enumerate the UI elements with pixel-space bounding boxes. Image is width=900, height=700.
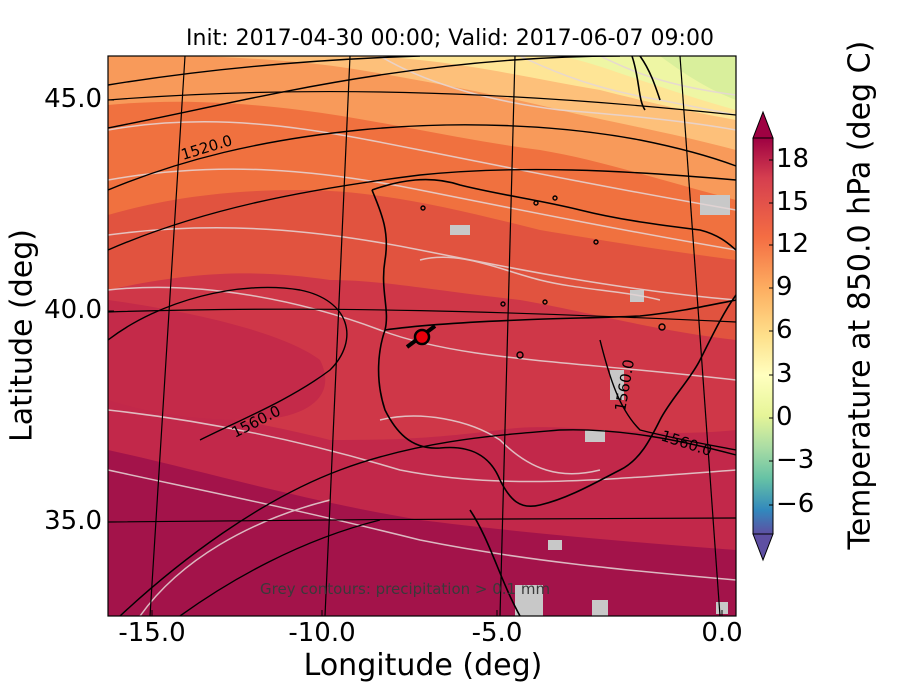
- precipitation-annotation: Grey contours: precipitation > 0.1 mm: [260, 580, 550, 598]
- colorbar-tick-3: 3: [776, 359, 793, 389]
- x-tick-minus10: -10.0: [288, 618, 356, 648]
- graticule: [108, 56, 736, 616]
- colorbar-tick-minus3: −3: [776, 445, 815, 475]
- station-marker: [405, 324, 437, 349]
- y-axis-label: Latitude (deg): [4, 229, 40, 442]
- x-axis-label: Longitude (deg): [303, 648, 543, 683]
- y-tick-45: 45.0: [44, 84, 102, 114]
- geopotential-contours: [108, 56, 736, 616]
- precipitation-patches: [450, 195, 730, 616]
- colorbar-tick-18: 18: [776, 144, 810, 174]
- colorbar: [752, 110, 774, 562]
- colorbar-tick-12: 12: [776, 229, 810, 259]
- temperature-field: 1520.0 1560.0 1560.0 1560.0 Grey contour…: [108, 56, 736, 616]
- x-tick-minus15: -15.0: [118, 618, 186, 648]
- y-tick-35: 35.0: [44, 506, 102, 536]
- colorbar-tick-9: 9: [776, 272, 793, 302]
- coastline: [371, 56, 736, 616]
- map-title: Init: 2017-04-30 00:00; Valid: 2017-06-0…: [186, 26, 714, 51]
- colorbar-label: Temperature at 850.0 hPa (deg C): [842, 40, 878, 550]
- colorbar-tick-0: 0: [776, 402, 793, 432]
- temperature-contours: [108, 56, 736, 616]
- x-tick-0: 0.0: [701, 618, 743, 648]
- colorbar-tick-6: 6: [776, 315, 793, 345]
- y-tick-40: 40.0: [44, 295, 102, 325]
- x-tick-minus5: -5.0: [471, 618, 523, 648]
- map-frame: [107, 55, 737, 617]
- colorbar-tick-minus6: −6: [776, 489, 815, 519]
- colorbar-tick-15: 15: [776, 187, 810, 217]
